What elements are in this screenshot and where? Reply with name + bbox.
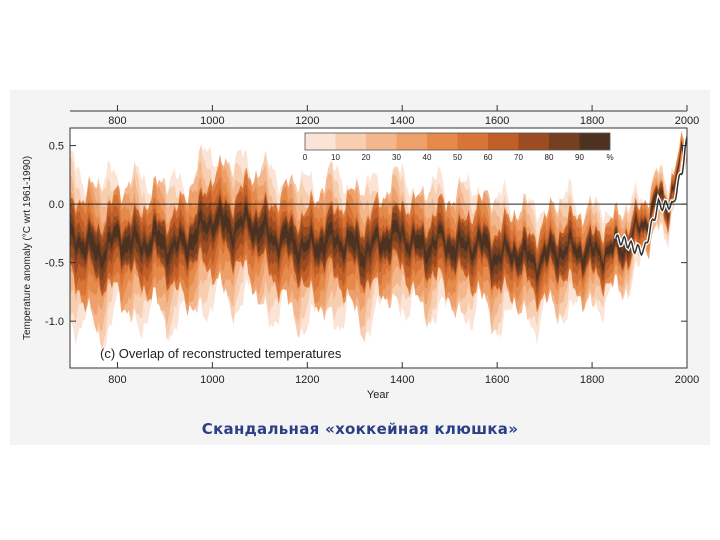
- instrumental-line: [615, 136, 687, 257]
- legend-level-label: 70: [514, 153, 523, 162]
- y-axis-label: Temperature anomaly (°C wrt 1961-1990): [22, 156, 33, 340]
- panel-label: (c) Overlap of reconstructed temperature…: [100, 346, 342, 361]
- top-x-tick-label: 2000: [675, 115, 699, 127]
- legend-level-label: 80: [545, 153, 554, 162]
- y-tick-label: 0.0: [49, 199, 64, 211]
- x-tick-label: 1200: [295, 374, 319, 386]
- legend-swatch: [396, 133, 427, 150]
- band-level-80: [70, 141, 687, 288]
- legend-unit: %: [606, 153, 613, 162]
- x-tick-label: 1600: [485, 374, 509, 386]
- legend-level-label: 50: [453, 153, 462, 162]
- top-x-tick-label: 1400: [390, 115, 414, 127]
- legend-swatch: [427, 133, 458, 150]
- instrumental-record: [613, 136, 687, 259]
- x-tick-label: 800: [108, 374, 126, 386]
- plot-frame: [69, 127, 688, 369]
- y-tick-label: 0.5: [49, 141, 64, 153]
- legend-level-label: 30: [392, 153, 401, 162]
- legend-level-label: 60: [484, 153, 493, 162]
- x-tick-label: 1000: [200, 374, 224, 386]
- top-x-tick-label: 1200: [295, 115, 319, 127]
- legend: 0 10 20 30 40 50 60 70 80 90%: [303, 132, 614, 162]
- uncertainty-bands: [70, 130, 687, 352]
- y-tick-label: -1.0: [45, 316, 64, 328]
- legend-level-label: 40: [423, 153, 432, 162]
- legend-level-label: 90: [575, 153, 584, 162]
- legend-swatch: [366, 133, 397, 150]
- legend-swatch: [518, 133, 549, 150]
- x-tick-label: 1400: [390, 374, 414, 386]
- legend-frame: [304, 132, 611, 151]
- legend-level-label: 0: [303, 153, 308, 162]
- slide-caption: Скандальная «хоккейная клюшка»: [201, 420, 519, 438]
- legend-level-label: 20: [362, 153, 371, 162]
- top-x-tick-label: 1600: [485, 115, 509, 127]
- legend-swatch: [579, 133, 610, 150]
- legend-swatch: [335, 133, 366, 150]
- x-tick-label: 1800: [580, 374, 604, 386]
- legend-swatch: [457, 133, 488, 150]
- x-tick-label: 2000: [675, 374, 699, 386]
- top-x-tick-label: 1000: [200, 115, 224, 127]
- legend-swatch: [549, 133, 580, 150]
- y-tick-label: -0.5: [45, 258, 64, 270]
- top-x-tick-label: 1800: [580, 115, 604, 127]
- legend-level-label: 10: [331, 153, 340, 162]
- x-axis-label: Year: [367, 389, 390, 401]
- legend-swatch: [488, 133, 519, 150]
- legend-swatch: [305, 133, 336, 150]
- top-x-tick-label: 800: [108, 115, 126, 127]
